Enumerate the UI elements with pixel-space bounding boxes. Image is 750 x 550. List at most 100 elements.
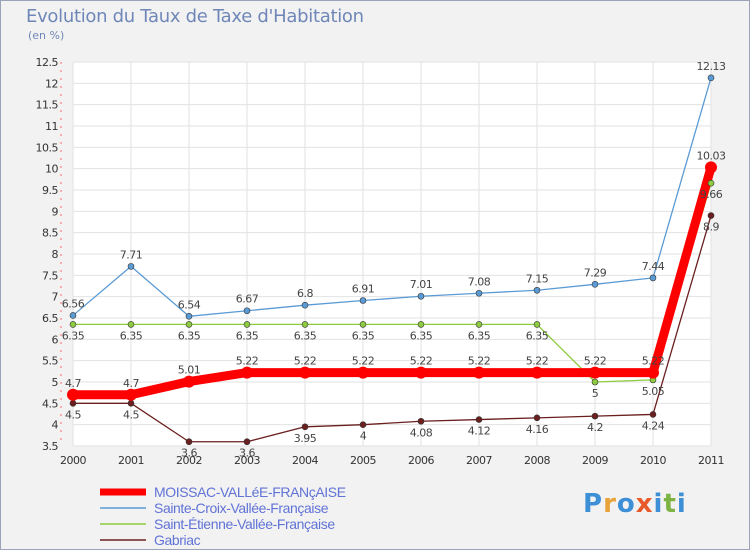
data-label: 6.56	[62, 297, 85, 310]
series-point	[533, 414, 541, 422]
legend-swatch-saint-etienne	[100, 523, 146, 525]
legend-swatch-moissac	[100, 488, 146, 496]
y-tick-label: 12.5	[36, 56, 59, 69]
y-tick-label: 9.5	[42, 184, 58, 197]
legend-swatch-sainte-croix	[100, 507, 146, 509]
series-point	[125, 388, 137, 401]
y-tick-label: 6	[52, 333, 59, 346]
logo-letter: i	[676, 489, 687, 519]
series-point	[243, 307, 251, 315]
series-line	[72, 182, 712, 383]
y-tick-label: 8.5	[42, 227, 58, 240]
series-point	[299, 366, 311, 379]
data-label: 6.8	[297, 287, 313, 300]
data-label: 4.7	[65, 377, 81, 390]
y-tick-label: 4.5	[42, 397, 58, 410]
data-label: 7.44	[642, 260, 665, 273]
series-point	[417, 417, 425, 425]
series-line	[72, 214, 712, 443]
series-point	[591, 280, 599, 288]
series-point	[417, 321, 425, 328]
y-tick-label: 7.5	[42, 269, 58, 282]
data-label: 4.2	[587, 421, 603, 434]
x-tick-label: 2002	[176, 454, 202, 467]
data-label: 5.05	[642, 385, 665, 398]
legend-item-gabriac[interactable]: Gabriac	[98, 532, 346, 548]
series-point	[533, 321, 541, 328]
series-point	[243, 438, 251, 446]
legend-swatch-gabriac	[100, 539, 146, 541]
series-point	[707, 212, 715, 219]
data-label: 12.13	[697, 60, 726, 73]
y-tick-label: 10	[45, 163, 58, 176]
data-label: 4.08	[410, 426, 433, 439]
data-label: 4.24	[642, 419, 665, 432]
y-tick-label: 11.5	[36, 99, 59, 112]
data-label: 3.6	[181, 447, 197, 460]
data-label: 6.35	[178, 329, 201, 342]
series-line	[68, 162, 716, 400]
series-point	[185, 321, 193, 328]
x-tick-label: 2010	[640, 454, 666, 467]
y-tick-label: 6.5	[42, 312, 58, 325]
legend-item-saint-etienne[interactable]: Saint-Étienne-Vallée-Française	[98, 516, 346, 532]
logo-letter: r	[603, 489, 617, 519]
series-point	[531, 366, 543, 379]
data-label: 7.15	[526, 272, 549, 285]
data-label: 9.66	[700, 188, 723, 201]
legend-item-sainte-croix[interactable]: Sainte-Croix-Vallée-Française	[98, 500, 346, 516]
data-label: 3.6	[239, 447, 255, 460]
y-tick-label: 11	[45, 120, 58, 133]
y-tick-label: 7	[52, 291, 59, 304]
data-label: 6.91	[352, 283, 375, 296]
chart-title: Evolution du Taux de Taxe d'Habitation	[26, 6, 364, 27]
series-point	[649, 274, 657, 282]
series-point	[475, 321, 483, 328]
legend-label-sainte-croix: Sainte-Croix-Vallée-Française	[154, 500, 329, 516]
data-label: 5.22	[526, 355, 549, 368]
data-label: 6.35	[294, 329, 317, 342]
y-tick-label: 3.5	[42, 440, 58, 453]
y-tick-label: 9	[52, 205, 59, 218]
logo-letter: P	[583, 489, 604, 519]
series-point	[183, 375, 195, 388]
series-point	[707, 179, 715, 187]
series-point	[243, 321, 251, 328]
legend-item-moissac[interactable]: MOISSAC-VALLéE-FRANçAISE	[98, 484, 346, 500]
series-point	[357, 366, 369, 379]
data-label: 7.29	[584, 266, 607, 279]
data-label: 5	[592, 387, 599, 400]
legend-label-gabriac: Gabriac	[154, 532, 201, 548]
series-point	[359, 421, 367, 428]
series-point	[67, 388, 79, 401]
data-label: 7.08	[468, 275, 491, 288]
proxiti-logo: Proxiti	[583, 489, 687, 519]
series-point	[69, 321, 77, 328]
data-label: 4.7	[123, 377, 139, 390]
y-tick-label: 4	[52, 419, 59, 432]
series-point	[185, 312, 193, 320]
x-tick-label: 2011	[698, 454, 724, 467]
data-label: 5.22	[294, 355, 317, 368]
logo-letter: t	[663, 489, 677, 519]
series-point	[127, 263, 135, 270]
series-point	[533, 286, 541, 294]
data-label: 6.54	[178, 298, 201, 311]
data-label: 6.67	[236, 293, 259, 306]
data-label: 5.22	[410, 355, 433, 368]
data-label: 10.03	[697, 149, 726, 162]
x-tick-label: 2006	[408, 454, 434, 467]
series-point	[475, 416, 483, 423]
series-point	[69, 400, 77, 407]
series-point	[591, 378, 599, 386]
data-label: 6.35	[468, 329, 491, 342]
x-tick-label: 2004	[292, 454, 318, 467]
data-label: 4.5	[65, 408, 81, 421]
series-point	[301, 321, 309, 328]
series-point	[649, 411, 657, 418]
y-tick-label: 5.5	[42, 355, 58, 368]
x-tick-label: 2001	[118, 454, 144, 467]
series-point	[69, 312, 77, 319]
y-tick-label: 8	[52, 248, 59, 261]
